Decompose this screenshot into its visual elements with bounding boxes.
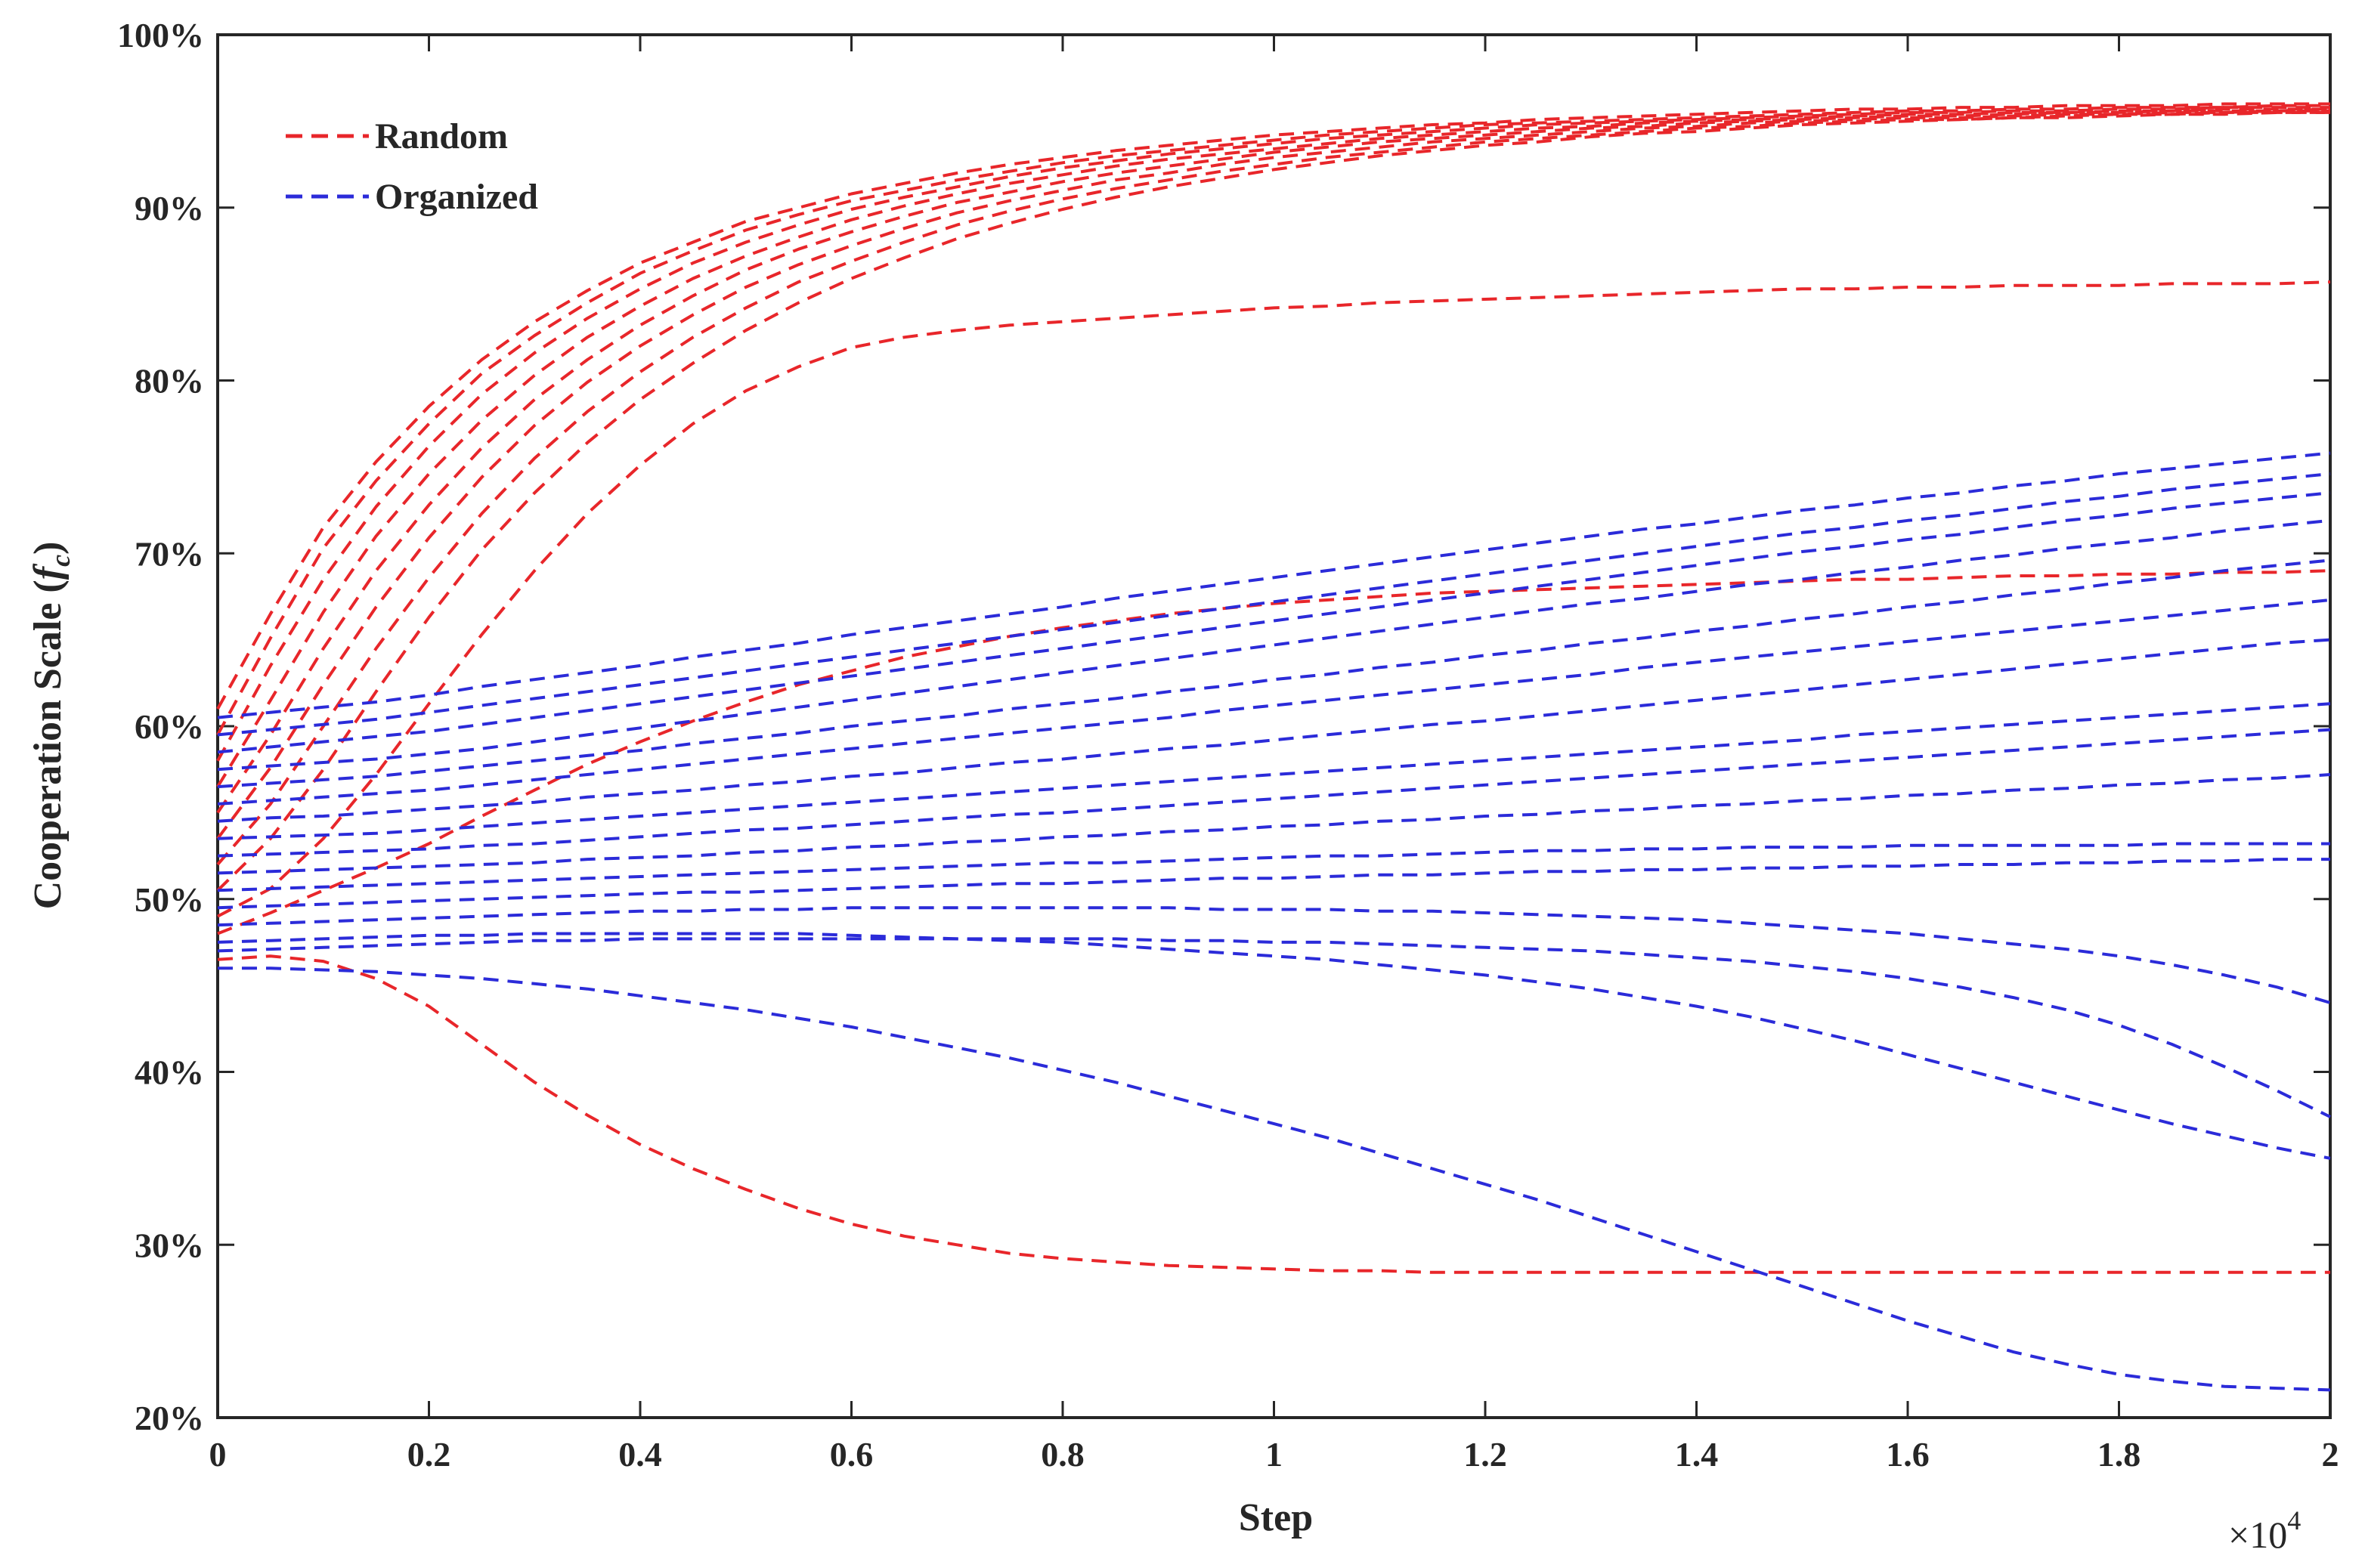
y-tick-label: 70%: [135, 534, 204, 573]
series-line-random-1: [216, 104, 2330, 736]
series-line-random-8: [217, 280, 2331, 918]
x-tick-label: 2: [2322, 1435, 2339, 1474]
series-line-random-9: [217, 569, 2331, 936]
y-axis-title-close: ): [26, 542, 70, 555]
series-line-organized-26: [217, 937, 2331, 1118]
series-line-organized-16: [217, 598, 2331, 806]
x-axis-title: Step: [1239, 1496, 1313, 1539]
series-line-organized-20: [217, 773, 2331, 875]
series-line-organized-19: [217, 728, 2331, 858]
y-tick-label: 40%: [135, 1053, 204, 1092]
x-tick-label: 0.2: [407, 1435, 451, 1474]
y-tick-label: 100%: [117, 16, 204, 54]
axis-ticks: [216, 33, 2332, 1419]
y-tick-label: 30%: [135, 1226, 204, 1264]
series-line-random-5: [216, 109, 2330, 840]
x-tick-label: 1.8: [2097, 1435, 2141, 1474]
y-tick-label: 50%: [135, 880, 204, 919]
series-line-random-2: [216, 106, 2330, 762]
y-tick-label: 60%: [135, 707, 204, 746]
x-tick-label: 0: [209, 1435, 227, 1474]
x-tick-label: 1.2: [1463, 1435, 1507, 1474]
x-exponent-label: ×104: [2228, 1505, 2301, 1556]
x-tick-label: 1: [1265, 1435, 1283, 1474]
x-tick-label: 0.4: [618, 1435, 662, 1474]
y-axis-title: Cooperation Scale (fc): [26, 542, 76, 910]
x-exponent-prefix: ×10: [2228, 1514, 2287, 1556]
legend-label-organized: Organized: [375, 177, 538, 217]
series-line-random-7: [216, 110, 2330, 892]
y-tick-label: 20%: [135, 1399, 204, 1437]
x-tick-label: 0.8: [1041, 1435, 1085, 1474]
y-axis-title-var: f: [26, 563, 70, 580]
series-line-organized-11: [217, 451, 2331, 719]
series-line-organized-22: [217, 858, 2330, 910]
series-layer: [216, 102, 2331, 1392]
legend-label-random: Random: [375, 116, 508, 156]
x-tick-label: 0.6: [830, 1435, 874, 1474]
x-exponent-power: 4: [2287, 1505, 2301, 1536]
series-line-organized-23: [217, 906, 2331, 1004]
plot-area: [216, 33, 2332, 1419]
x-tick-labels: 0 0.2 0.4 0.6 0.8 1 1.2 1.4 1.6 1.8 2: [209, 1435, 2339, 1474]
y-tick-label: 90%: [135, 189, 204, 227]
series-line-organized-24: [217, 932, 2331, 1160]
series-line-random-4: [216, 107, 2331, 814]
series-line-organized-12: [217, 472, 2331, 737]
y-axis-title-sub: c: [45, 555, 76, 567]
series-line-organized-18: [217, 702, 2331, 840]
series-line-organized-25: [218, 966, 2331, 1392]
legend: Random Organized: [286, 116, 538, 217]
series-line-random-3: [216, 107, 2330, 788]
series-line-random-10: [217, 954, 2330, 1274]
series-line-organized-21: [217, 842, 2330, 892]
series-line-organized-13: [217, 491, 2331, 754]
series-line-organized-14: [217, 518, 2331, 772]
y-axis-title-main: Cooperation Scale (: [26, 580, 70, 909]
x-tick-label: 1.6: [1886, 1435, 1930, 1474]
y-tick-label: 80%: [135, 362, 204, 401]
x-tick-label: 1.4: [1675, 1435, 1719, 1474]
series-line-organized-17: [217, 638, 2331, 823]
series-line-organized-15: [217, 558, 2331, 789]
y-tick-labels: 20% 30% 40% 50% 60% 70% 80% 90% 100%: [117, 16, 204, 1437]
